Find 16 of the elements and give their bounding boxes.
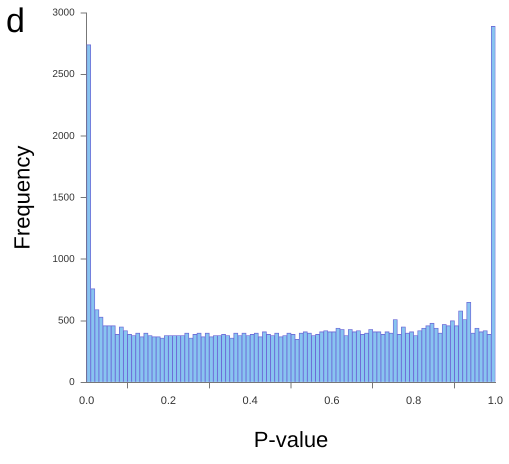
y-tick-label: 3000	[52, 8, 76, 19]
y-tick-label: 500	[58, 316, 76, 327]
y-axis-title: Frequency	[9, 146, 34, 250]
x-tick-label: 0.8	[406, 395, 422, 408]
y-tick-label: 2500	[52, 69, 76, 80]
y-tick-label: 1000	[52, 254, 76, 265]
chart-title: d	[6, 2, 25, 40]
x-tick-label: 1.0	[488, 395, 504, 408]
y-tick-label: 1500	[52, 192, 76, 204]
x-tick-label: 0.0	[79, 395, 94, 408]
y-tick-label: 2000	[52, 130, 76, 142]
x-tick-label: 0.4	[242, 395, 258, 408]
y-tick-label: 0	[69, 377, 76, 388]
x-tick-label: 0.6	[324, 395, 340, 408]
x-tick-label: 0.2	[160, 395, 176, 408]
x-axis-title: P-value	[254, 426, 328, 452]
